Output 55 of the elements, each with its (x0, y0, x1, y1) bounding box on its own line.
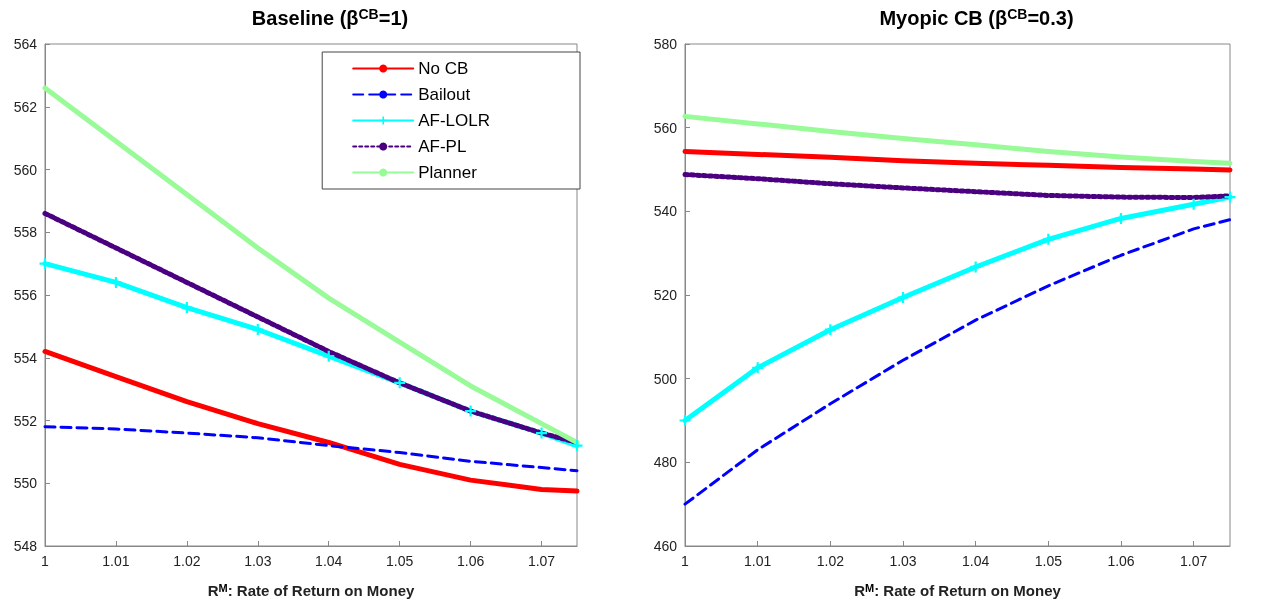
point (252, 324, 264, 336)
x-tick-label: 1.07 (527, 553, 556, 569)
point (1042, 233, 1054, 245)
legend-label: AF-PL (418, 137, 467, 156)
x-tick-label: 1.03 (889, 553, 917, 569)
point (571, 440, 583, 452)
point (536, 427, 548, 439)
x-tick-label: 1.02 (173, 553, 201, 569)
point (1224, 191, 1236, 203)
x-tick-label: 1.06 (456, 553, 485, 569)
y-tick-label: 564 (13, 36, 38, 52)
point (679, 415, 691, 426)
x-tick-label: 1 (41, 553, 50, 569)
line-series (43, 425, 579, 473)
point (181, 302, 193, 314)
y-tick-label: 552 (13, 412, 38, 429)
point (323, 350, 335, 362)
point (39, 258, 51, 270)
y-tick-label: 520 (653, 287, 678, 303)
x-tick-label: 1.04 (315, 553, 343, 569)
legend-label: No CB (418, 59, 469, 78)
x-tick-label: 1.05 (1034, 553, 1063, 569)
point (752, 362, 764, 374)
y-tick-label: 480 (653, 454, 678, 471)
y-tick-label: 558 (13, 224, 38, 241)
x-tick-label: 1.01 (744, 553, 772, 569)
y-tick-label: 548 (13, 538, 38, 554)
y-tick-label: 560 (653, 119, 678, 136)
point (824, 324, 836, 336)
y-tick-label: 540 (653, 203, 678, 220)
x-tick-label: 1.04 (962, 553, 990, 569)
x-tick-label: 1.02 (816, 553, 845, 569)
legend-label: Planner (418, 163, 478, 182)
y-tick-label: 556 (13, 287, 38, 303)
x-tick-label: 1.07 (1180, 553, 1208, 569)
x-tick-label: 1.05 (386, 553, 414, 569)
y-tick-label: 554 (13, 349, 38, 366)
y-tick-label: 500 (653, 370, 678, 387)
y-tick-label: 550 (13, 475, 38, 492)
point (970, 261, 982, 273)
point (110, 276, 122, 288)
y-tick-label: 562 (13, 98, 38, 115)
point (465, 405, 477, 417)
x-tick-label: 1 (681, 553, 690, 569)
x-tick-label: 1.03 (244, 553, 272, 569)
legend-label: AF-LOLR (418, 111, 490, 130)
point (897, 292, 909, 304)
x-tick-label: 1.01 (102, 553, 130, 569)
y-tick-label: 560 (13, 161, 38, 178)
x-tick-label: 1.06 (1107, 553, 1135, 569)
y-tick-label: 580 (653, 36, 678, 52)
line-series (683, 218, 1232, 506)
point (394, 377, 406, 389)
y-tick-label: 460 (653, 538, 678, 554)
legend-label: Bailout (418, 85, 471, 104)
